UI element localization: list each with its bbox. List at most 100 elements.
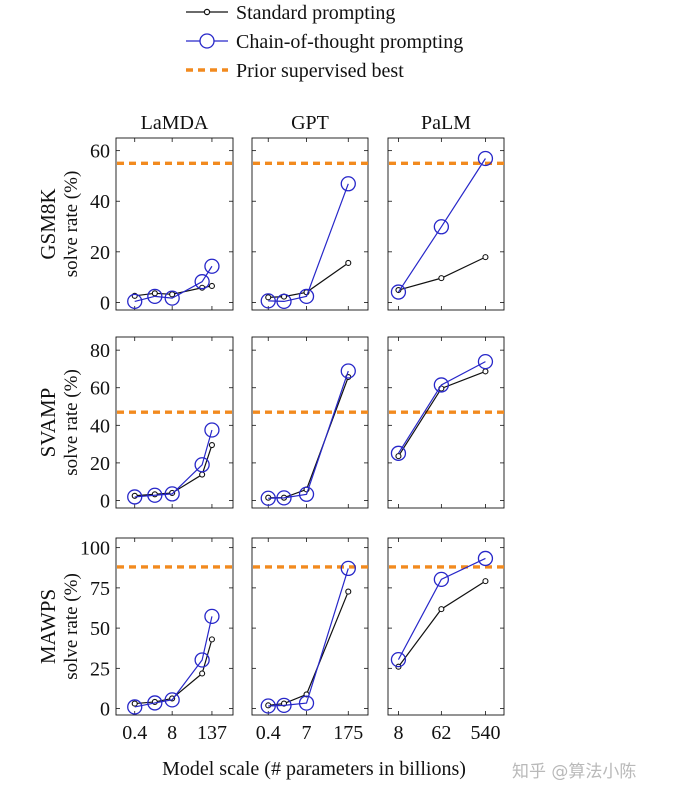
point-cot [298, 486, 315, 502]
point-cot [194, 457, 210, 473]
point-cot [477, 150, 494, 167]
point-cot [433, 571, 450, 588]
legend-item-standard: Standard prompting [186, 2, 395, 24]
x-tick-label: 0.4 [122, 722, 147, 744]
x-tick-label: 540 [470, 722, 500, 744]
point-standard [482, 254, 489, 261]
panel-gsm8k-palm [387, 137, 508, 311]
legend-item-cot: Chain-of-thought prompting [186, 31, 463, 53]
point-standard [345, 259, 352, 267]
point-standard [208, 441, 215, 449]
point-standard [151, 290, 158, 297]
panel-mawps-lamda: 0 25 50 75 100 0.4 8 137 [80, 537, 237, 744]
point-standard [131, 492, 138, 499]
y-tick-label: 20 [90, 453, 110, 475]
point-standard [345, 588, 352, 595]
panel-frame [387, 537, 505, 716]
series-line-cot [268, 370, 349, 499]
panel-gsm8k-gpt [251, 137, 372, 311]
panel-svamp-lamda: 0 20 40 60 80 [90, 336, 237, 512]
x-tick-label: 8 [393, 722, 403, 744]
point-standard [438, 275, 445, 282]
legend: Standard prompting Chain-of-thought prom… [186, 2, 463, 82]
row-name: MAWPS [36, 589, 60, 664]
point-cot [260, 293, 276, 309]
panel-frame [387, 336, 505, 509]
point-cot [260, 490, 276, 506]
point-cot [127, 489, 143, 505]
point-standard [151, 491, 158, 498]
legend-label-standard: Standard prompting [236, 2, 395, 24]
x-tick-label: 137 [197, 722, 227, 744]
y-tick-label: 0 [100, 699, 110, 721]
x-tick-label: 62 [431, 722, 451, 744]
series-line-cot [397, 361, 486, 454]
y-tick-label: 25 [90, 658, 110, 680]
y-tick-label: 0 [100, 490, 110, 512]
point-standard [131, 700, 138, 707]
y-tick-label: 40 [90, 191, 110, 213]
x-tick-label: 8 [167, 722, 177, 744]
series-line-cot [268, 568, 349, 707]
point-standard [199, 471, 206, 478]
point-standard [169, 291, 176, 298]
y-tick-label: 50 [90, 618, 110, 640]
point-cot [298, 695, 315, 711]
row-ylabel: solve rate (%) [61, 573, 82, 680]
series-line-standard [397, 580, 486, 668]
point-cot [477, 353, 494, 370]
point-standard [199, 284, 206, 291]
point-cot [340, 176, 356, 192]
point-cot [390, 651, 407, 668]
y-tick-label: 60 [90, 378, 110, 400]
point-cot [433, 219, 450, 235]
point-cot [147, 487, 163, 503]
panel-frame [251, 537, 369, 716]
point-cot [477, 550, 494, 567]
y-tick-label: 80 [90, 340, 110, 362]
point-cot [127, 293, 143, 310]
y-tick-label: 20 [90, 242, 110, 264]
legend-item-prior: Prior supervised best [186, 60, 404, 82]
legend-label-prior: Prior supervised best [236, 60, 404, 82]
point-standard [438, 606, 445, 613]
x-tick-label: 7 [302, 722, 312, 744]
point-standard [208, 282, 215, 290]
point-cot [164, 692, 180, 708]
point-standard [199, 670, 206, 677]
series-line-standard [268, 591, 349, 706]
point-cot [340, 363, 356, 379]
series-line-cot [397, 557, 486, 660]
point-cot [390, 445, 407, 461]
watermark: 知乎 @算法小陈 [512, 762, 636, 782]
panel-frame [387, 137, 505, 311]
y-tick-label: 100 [80, 538, 110, 560]
point-cot [204, 258, 220, 274]
point-cot [390, 284, 407, 300]
point-cot [204, 422, 220, 438]
series-line-standard [134, 444, 213, 497]
series-line-cot [268, 183, 349, 303]
panel-mawps-gpt: 0.4 7 175 [251, 537, 372, 744]
panel-svamp-gpt [251, 336, 372, 509]
panel-gsm8k-lamda: 0 20 40 60 [90, 137, 237, 314]
point-standard [482, 368, 489, 375]
legend-label-cot: Chain-of-thought prompting [236, 31, 463, 53]
row-name: SVAMP [36, 388, 60, 458]
x-tick-label: 0.4 [256, 722, 281, 744]
y-tick-label: 40 [90, 415, 110, 437]
panel-frame [115, 537, 234, 716]
point-cot [147, 695, 163, 711]
panel-mawps-palm: 8 62 540 [387, 537, 508, 744]
row-ylabel: solve rate (%) [61, 369, 82, 476]
point-cot [276, 293, 292, 310]
point-cot [194, 274, 210, 290]
panel-frame [251, 336, 369, 509]
point-cot [276, 697, 292, 713]
series-line-standard [268, 262, 349, 298]
point-standard [208, 636, 215, 643]
point-cot [260, 698, 276, 714]
column-title-palm: PaLM [421, 112, 471, 134]
